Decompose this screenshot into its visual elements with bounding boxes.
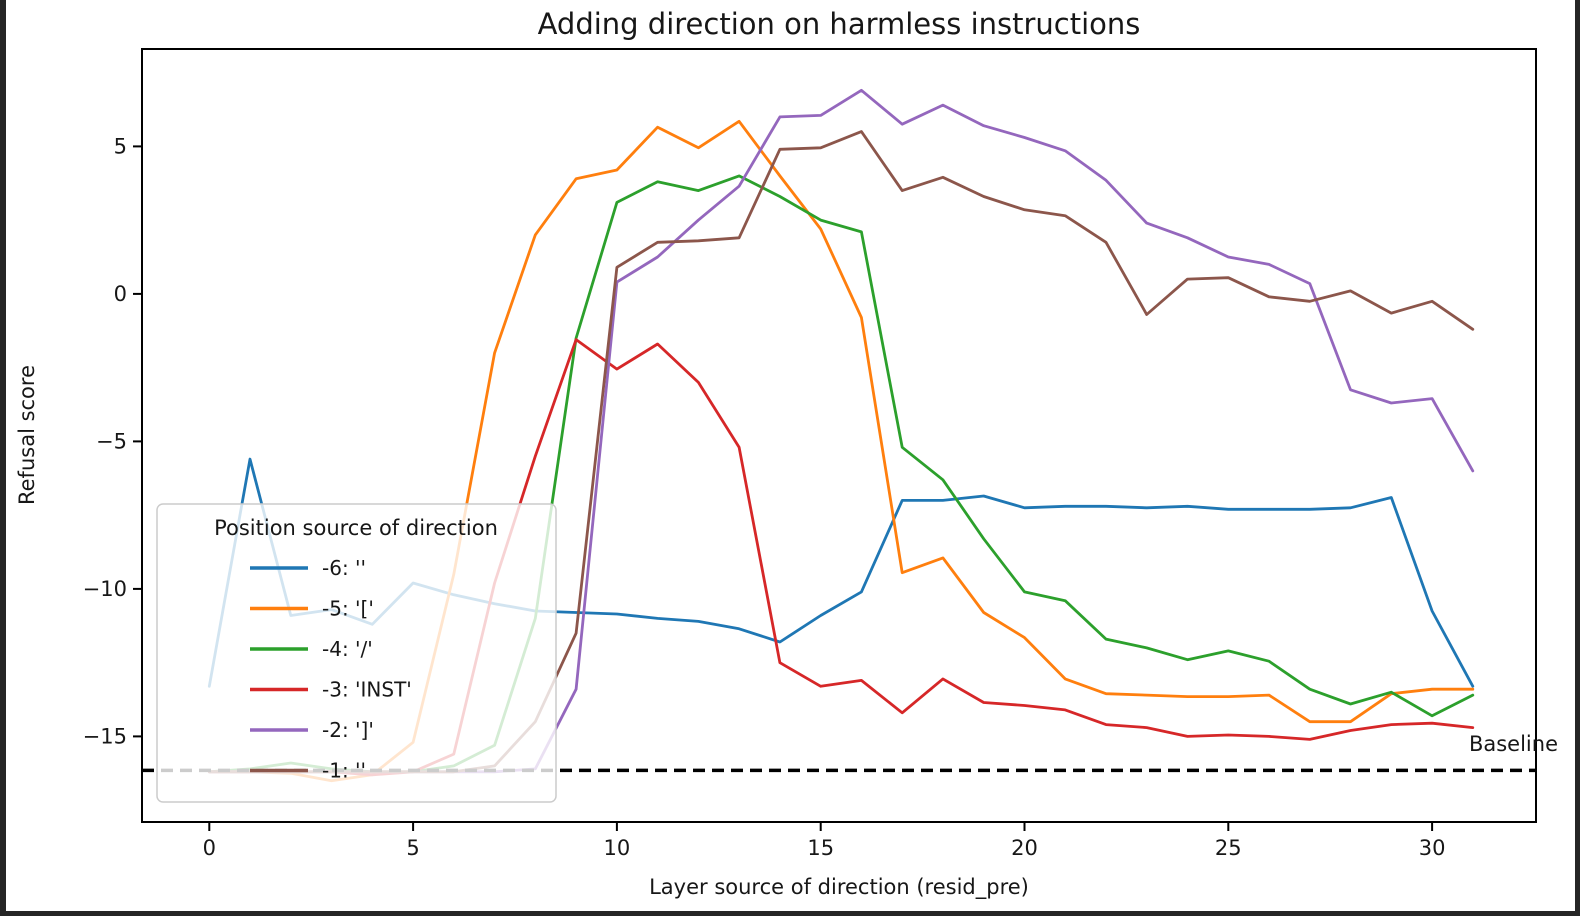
y-axis-label: Refusal score xyxy=(15,365,39,505)
y-tick-label: −15 xyxy=(83,724,127,748)
x-tick-label: 15 xyxy=(807,836,834,860)
legend-label-0: -6: '' xyxy=(322,556,366,580)
legend-label-4: -2: ']' xyxy=(322,718,374,742)
y-tick-label: −5 xyxy=(96,429,127,453)
x-axis-label: Layer source of direction (resid_pre) xyxy=(649,875,1029,900)
legend-label-2: -4: '/' xyxy=(322,637,373,661)
x-tick-label: 30 xyxy=(1419,836,1446,860)
x-tick-label: 0 xyxy=(203,836,216,860)
y-tick-label: 0 xyxy=(114,282,127,306)
legend-label-1: -5: '[' xyxy=(322,597,374,621)
legend-title: Position source of direction xyxy=(214,516,498,540)
y-axis-ticks: 5 0 −5 −10 −15 xyxy=(83,134,142,748)
y-tick-label: 5 xyxy=(114,134,127,158)
x-tick-label: 20 xyxy=(1011,836,1038,860)
legend-label-5: -1: '' xyxy=(322,759,366,783)
legend-rows: -6: '' -5: '[' -4: '/' -3: 'INST' -2: ']' -1:… xyxy=(250,556,412,783)
y-tick-label: −10 xyxy=(83,577,127,601)
x-tick-label: 10 xyxy=(604,836,631,860)
legend-box xyxy=(156,503,557,803)
legend: Position source of direction -6: '' -5: '… xyxy=(156,503,557,803)
legend-label-3: -3: 'INST' xyxy=(322,678,412,702)
plot-border xyxy=(141,48,1537,823)
baseline-label: Baseline xyxy=(1469,732,1558,756)
x-tick-label: 5 xyxy=(406,836,419,860)
x-axis-ticks: 0 5 10 15 20 25 30 xyxy=(203,822,1446,860)
x-tick-label: 25 xyxy=(1215,836,1242,860)
chart-title: Adding direction on harmless instruction… xyxy=(538,7,1141,41)
